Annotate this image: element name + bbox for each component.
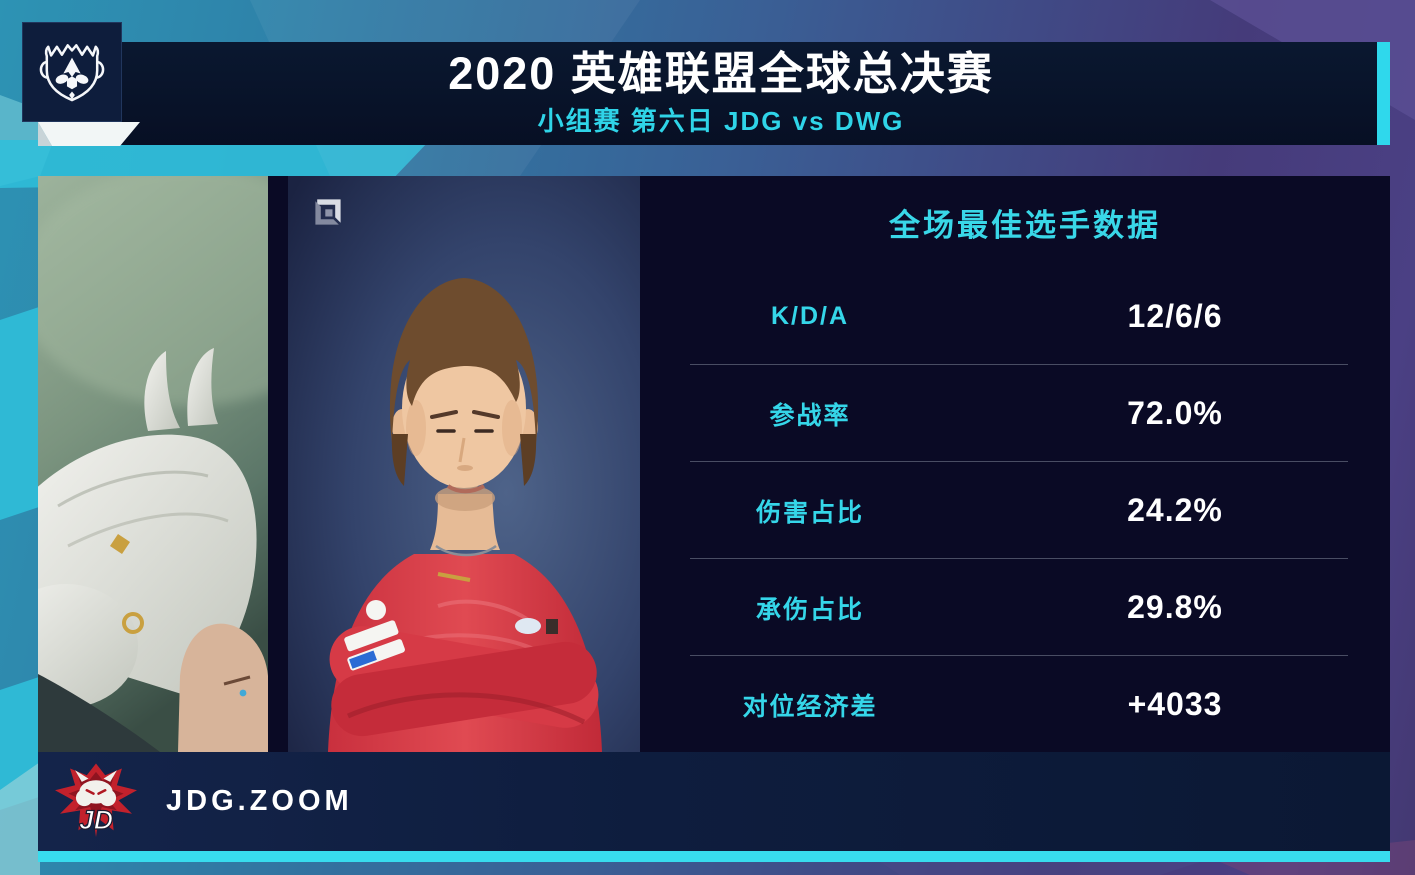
stats-rows: K/D/A 12/6/6 参战率 72.0% 伤害占比 24.2% 承伤占比 2… xyxy=(660,268,1390,753)
stat-label: K/D/A xyxy=(770,302,850,330)
stat-label: 承伤占比 xyxy=(755,595,864,624)
row-divider xyxy=(690,558,1348,559)
stat-row-damage-share: 伤害占比 24.2% xyxy=(660,462,1390,559)
stat-label: 伤害占比 xyxy=(755,498,864,527)
jdg-player-photo xyxy=(288,176,640,752)
stats-panel: 全场最佳选手数据 K/D/A 12/6/6 参战率 72.0% 伤害占比 24.… xyxy=(660,176,1390,752)
stat-label: 参战率 xyxy=(769,401,851,430)
stat-value: 12/6/6 xyxy=(1127,298,1223,334)
stat-value: 24.2% xyxy=(1127,492,1223,528)
diamond-watermark-icon xyxy=(315,199,341,225)
stat-row-gold-diff: 对位经济差 +4033 xyxy=(660,656,1390,753)
player-tag: JDG.ZOOM xyxy=(166,785,353,817)
page-title: 2020 英雄联盟全球总决赛 xyxy=(448,47,994,99)
header-bar: 2020 英雄联盟全球总决赛 小组赛 第六日 JDG vs DWG xyxy=(112,42,1390,145)
stat-row-kda: K/D/A 12/6/6 xyxy=(660,268,1390,365)
header-accent-bar xyxy=(1377,42,1390,145)
stat-value: +4033 xyxy=(1127,686,1223,722)
summoners-cup-icon xyxy=(39,44,105,102)
row-divider xyxy=(690,461,1348,462)
stats-panel-title: 全场最佳选手数据 xyxy=(889,208,1161,243)
stat-value: 29.8% xyxy=(1127,589,1223,625)
stat-row-damage-taken-share: 承伤占比 29.8% xyxy=(660,559,1390,656)
row-divider xyxy=(690,364,1348,365)
stat-value: 72.0% xyxy=(1127,395,1223,431)
logo-ribbon-fold xyxy=(38,122,140,146)
row-divider xyxy=(690,655,1348,656)
footer-accent-strip xyxy=(38,851,1390,862)
champion-splash-art xyxy=(38,176,268,752)
stat-label: 对位经济差 xyxy=(742,692,878,721)
main-panel: 全场最佳选手数据 K/D/A 12/6/6 参战率 72.0% 伤害占比 24.… xyxy=(38,176,1390,752)
svg-text:JD: JD xyxy=(79,804,113,834)
footer-bar: JD JDG.ZOOM xyxy=(38,752,1390,851)
stat-row-kill-participation: 参战率 72.0% xyxy=(660,365,1390,462)
jdg-team-logo: JD xyxy=(55,763,137,837)
worlds-logo-box xyxy=(22,22,122,122)
match-subtitle: 小组赛 第六日 JDG vs DWG xyxy=(537,106,905,137)
